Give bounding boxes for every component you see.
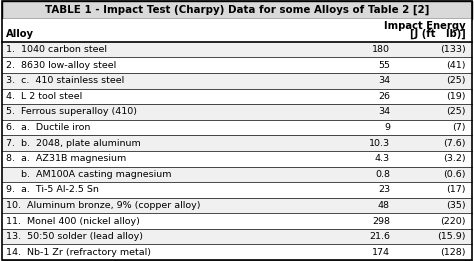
Bar bbox=[2, 198, 472, 213]
Text: (35): (35) bbox=[447, 201, 466, 210]
Text: (17): (17) bbox=[447, 185, 466, 194]
Bar bbox=[2, 167, 472, 182]
Text: (25): (25) bbox=[447, 76, 466, 85]
Bar bbox=[2, 120, 472, 135]
Text: 8.  a.  AZ31B magnesium: 8. a. AZ31B magnesium bbox=[6, 154, 126, 163]
Text: 11.  Monel 400 (nickel alloy): 11. Monel 400 (nickel alloy) bbox=[6, 217, 140, 226]
Text: 4.3: 4.3 bbox=[375, 154, 390, 163]
Text: (3.2): (3.2) bbox=[443, 154, 466, 163]
Text: b.  AM100A casting magnesium: b. AM100A casting magnesium bbox=[6, 170, 172, 179]
Bar bbox=[2, 19, 472, 42]
Text: 10.3: 10.3 bbox=[369, 139, 390, 148]
Text: 21.6: 21.6 bbox=[369, 232, 390, 241]
Bar bbox=[2, 135, 472, 151]
Text: (25): (25) bbox=[447, 108, 466, 116]
Text: 14.  Nb-1 Zr (refractory metal): 14. Nb-1 Zr (refractory metal) bbox=[6, 248, 151, 257]
Bar bbox=[2, 245, 472, 260]
Text: 34: 34 bbox=[378, 76, 390, 85]
Text: (15.9): (15.9) bbox=[438, 232, 466, 241]
Text: [J (ft   lb)]: [J (ft lb)] bbox=[410, 29, 466, 39]
Text: (41): (41) bbox=[447, 61, 466, 70]
Text: (0.6): (0.6) bbox=[444, 170, 466, 179]
Text: (220): (220) bbox=[440, 217, 466, 226]
Text: 7.  b.  2048, plate aluminum: 7. b. 2048, plate aluminum bbox=[6, 139, 141, 148]
Text: 5.  Ferrous superalloy (410): 5. Ferrous superalloy (410) bbox=[6, 108, 137, 116]
Bar bbox=[2, 151, 472, 167]
Text: (128): (128) bbox=[440, 248, 466, 257]
Text: 1.  1040 carbon steel: 1. 1040 carbon steel bbox=[6, 45, 107, 54]
Text: Alloy: Alloy bbox=[6, 29, 34, 39]
Text: 13.  50:50 solder (lead alloy): 13. 50:50 solder (lead alloy) bbox=[6, 232, 143, 241]
Text: 26: 26 bbox=[378, 92, 390, 101]
Text: Impact Energy: Impact Energy bbox=[384, 21, 466, 31]
Bar bbox=[2, 73, 472, 89]
Text: 48: 48 bbox=[378, 201, 390, 210]
Bar bbox=[2, 104, 472, 120]
Text: (7.6): (7.6) bbox=[444, 139, 466, 148]
Text: 55: 55 bbox=[378, 61, 390, 70]
Text: 9: 9 bbox=[384, 123, 390, 132]
Text: 174: 174 bbox=[372, 248, 390, 257]
Text: (7): (7) bbox=[453, 123, 466, 132]
Text: 180: 180 bbox=[372, 45, 390, 54]
Bar bbox=[2, 1, 472, 19]
Bar bbox=[2, 213, 472, 229]
Bar bbox=[2, 182, 472, 198]
Text: 10.  Aluminum bronze, 9% (copper alloy): 10. Aluminum bronze, 9% (copper alloy) bbox=[6, 201, 201, 210]
Text: 2.  8630 low-alloy steel: 2. 8630 low-alloy steel bbox=[6, 61, 116, 70]
Text: 298: 298 bbox=[372, 217, 390, 226]
Bar bbox=[2, 229, 472, 245]
Text: 3.  c.  410 stainless steel: 3. c. 410 stainless steel bbox=[6, 76, 124, 85]
Bar bbox=[2, 57, 472, 73]
Text: 6.  a.  Ductile iron: 6. a. Ductile iron bbox=[6, 123, 91, 132]
Text: 4.  L 2 tool steel: 4. L 2 tool steel bbox=[6, 92, 82, 101]
Text: 34: 34 bbox=[378, 108, 390, 116]
Bar bbox=[2, 89, 472, 104]
Text: 9.  a.  Ti-5 Al-2.5 Sn: 9. a. Ti-5 Al-2.5 Sn bbox=[6, 185, 99, 194]
Text: 23: 23 bbox=[378, 185, 390, 194]
Text: TABLE 1 - Impact Test (Charpy) Data for some Alloys of Table 2 [2]: TABLE 1 - Impact Test (Charpy) Data for … bbox=[45, 5, 429, 15]
Text: 0.8: 0.8 bbox=[375, 170, 390, 179]
Text: (133): (133) bbox=[440, 45, 466, 54]
Text: (19): (19) bbox=[447, 92, 466, 101]
Bar bbox=[2, 42, 472, 57]
